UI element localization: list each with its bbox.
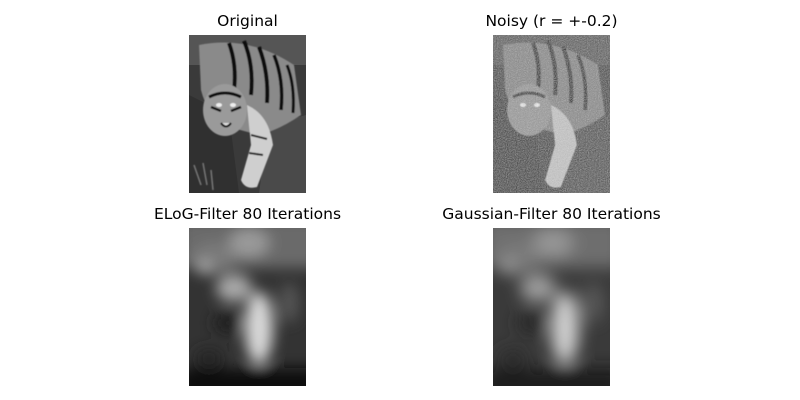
gaussian-filter-title: Gaussian-Filter 80 Iterations <box>442 205 661 223</box>
noisy-title: Noisy (r = +-0.2) <box>485 12 618 30</box>
noisy-image <box>493 35 610 193</box>
elog-filtered-image <box>189 228 306 386</box>
original-image <box>189 35 306 193</box>
gaussian-filtered-image <box>493 228 610 386</box>
original-title: Original <box>217 12 278 30</box>
elog-filter-title: ELoG-Filter 80 Iterations <box>153 205 342 223</box>
